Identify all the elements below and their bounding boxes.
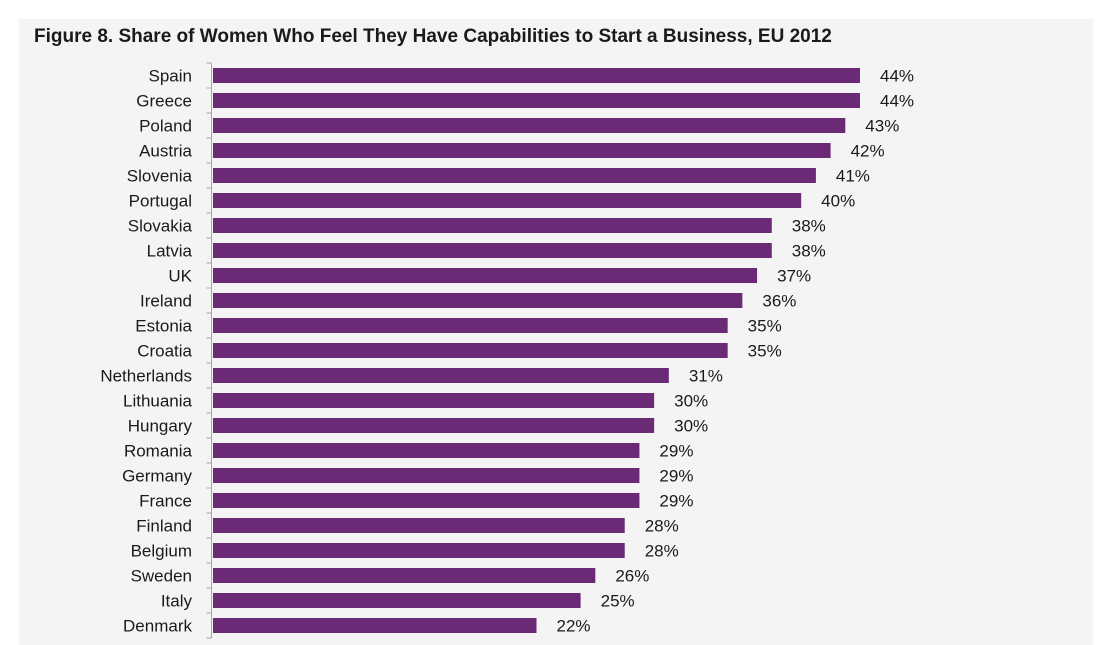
data-label: 29% (659, 442, 693, 461)
data-label: 37% (777, 267, 811, 286)
data-label: 29% (659, 467, 693, 486)
category-label: Hungary (128, 417, 193, 436)
category-label: Belgium (131, 542, 192, 561)
data-label: 44% (880, 67, 914, 86)
category-label: Croatia (137, 342, 192, 361)
category-label: Poland (139, 117, 192, 136)
bar-italy (213, 593, 581, 608)
data-label: 22% (557, 617, 591, 636)
data-label: 35% (748, 317, 782, 336)
category-label: Latvia (147, 242, 193, 261)
bar-uk (213, 268, 758, 283)
category-label: Denmark (123, 617, 192, 636)
category-label: UK (168, 267, 192, 286)
category-label: Greece (136, 92, 192, 111)
category-label: Slovenia (127, 167, 193, 186)
bar-estonia (213, 318, 728, 333)
data-label: 25% (601, 592, 635, 611)
data-label: 30% (674, 417, 708, 436)
category-label: Romania (124, 442, 193, 461)
bar-slovenia (213, 168, 816, 183)
category-label: Slovakia (128, 217, 193, 236)
data-label: 35% (748, 342, 782, 361)
category-label: Lithuania (123, 392, 193, 411)
data-label: 26% (615, 567, 649, 586)
y-axis-ticks (206, 62, 212, 639)
bar-austria (213, 143, 831, 158)
category-label: Italy (161, 592, 193, 611)
category-label: Germany (122, 467, 192, 486)
bar-belgium (213, 543, 625, 558)
bars (213, 68, 860, 633)
data-label: 43% (865, 117, 899, 136)
data-label: 40% (821, 192, 855, 211)
bar-lithuania (213, 393, 655, 408)
data-label: 28% (645, 517, 679, 536)
bar-netherlands (213, 368, 669, 383)
category-label: Sweden (131, 567, 192, 586)
data-label: 28% (645, 542, 679, 561)
bar-germany (213, 468, 640, 483)
category-label: Ireland (140, 292, 192, 311)
category-labels: Spain Greece Poland Austria Slovenia Portugal… (100, 67, 192, 636)
category-label: Finland (136, 517, 192, 536)
bar-poland (213, 118, 846, 133)
category-label: Portugal (129, 192, 192, 211)
bar-portugal (213, 193, 802, 208)
bar-ireland (213, 293, 743, 308)
bar-slovakia (213, 218, 772, 233)
bar-sweden (213, 568, 596, 583)
data-label: 36% (762, 292, 796, 311)
data-label: 41% (836, 167, 870, 186)
data-label: 38% (792, 242, 826, 261)
bar-finland (213, 518, 625, 533)
bar-denmark (213, 618, 537, 633)
chart-title: Figure 8. Share of Women Who Feel They H… (34, 26, 832, 47)
bar-spain (213, 68, 860, 83)
bar-croatia (213, 343, 728, 358)
data-label: 30% (674, 392, 708, 411)
category-label: France (139, 492, 192, 511)
data-labels: 44% 44% 43% 42% 41% 40% 38% 38% 37% 36% 35% 35% 31% 3… (557, 67, 915, 636)
bar-france (213, 493, 640, 508)
bar-greece (213, 93, 860, 108)
category-label: Netherlands (100, 367, 192, 386)
data-label: 31% (689, 367, 723, 386)
bar-hungary (213, 418, 655, 433)
data-label: 44% (880, 92, 914, 111)
data-label: 29% (659, 492, 693, 511)
category-label: Austria (139, 142, 192, 161)
data-label: 42% (851, 142, 885, 161)
category-label: Spain (149, 67, 192, 86)
bar-latvia (213, 243, 772, 258)
bar-romania (213, 443, 640, 458)
data-label: 38% (792, 217, 826, 236)
category-label: Estonia (135, 317, 192, 336)
